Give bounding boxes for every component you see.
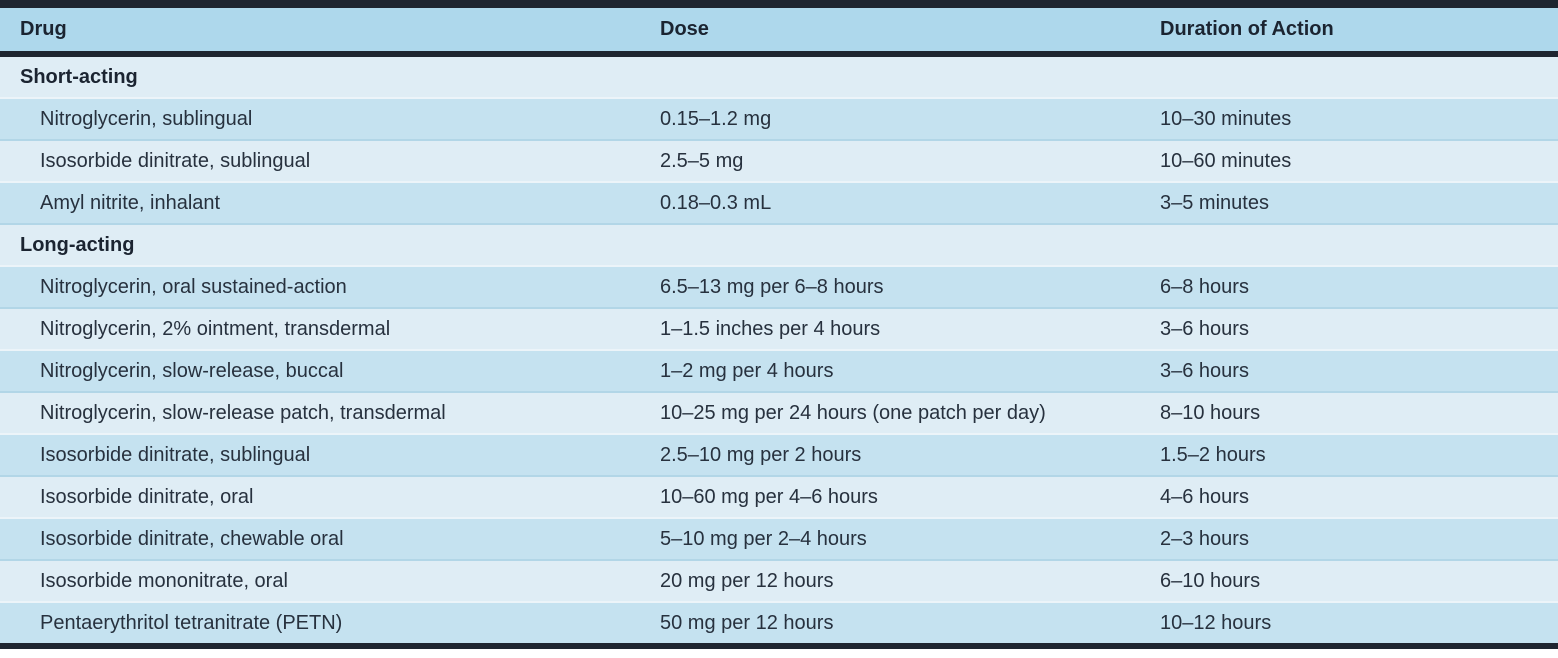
table-header: Drug Dose Duration of Action	[0, 4, 1558, 57]
table-row: Nitroglycerin, 2% ointment, transdermal 1…	[0, 308, 1558, 351]
section-label: Long-acting	[0, 224, 1558, 267]
drug-cell: Pentaerythritol tetranitrate (PETN)	[0, 602, 648, 646]
table-row: Isosorbide dinitrate, sublingual 2.5–10 m…	[0, 434, 1558, 477]
duration-cell: 8–10 hours	[1148, 392, 1558, 435]
duration-cell: 10–30 minutes	[1148, 98, 1558, 141]
drug-cell: Isosorbide mononitrate, oral	[0, 560, 648, 603]
section-row: Short-acting	[0, 54, 1558, 99]
drug-cell: Isosorbide dinitrate, oral	[0, 476, 648, 519]
duration-cell: 3–5 minutes	[1148, 182, 1558, 225]
section-label: Short-acting	[0, 54, 1558, 99]
duration-cell: 2–3 hours	[1148, 518, 1558, 561]
section-row: Long-acting	[0, 224, 1558, 267]
duration-cell: 1.5–2 hours	[1148, 434, 1558, 477]
drug-cell: Nitroglycerin, oral sustained-action	[0, 266, 648, 309]
drug-cell: Amyl nitrite, inhalant	[0, 182, 648, 225]
table-row: Nitroglycerin, sublingual 0.15–1.2 mg 10–3…	[0, 98, 1558, 141]
drug-cell: Nitroglycerin, 2% ointment, transdermal	[0, 308, 648, 351]
table-row: Pentaerythritol tetranitrate (PETN) 50 mg…	[0, 602, 1558, 646]
dose-cell: 10–25 mg per 24 hours (one patch per day…	[648, 392, 1148, 435]
duration-cell: 6–10 hours	[1148, 560, 1558, 603]
header-row: Drug Dose Duration of Action	[0, 4, 1558, 57]
drug-cell: Nitroglycerin, slow-release patch, trans…	[0, 392, 648, 435]
drug-cell: Isosorbide dinitrate, sublingual	[0, 140, 648, 183]
dose-cell: 2.5–10 mg per 2 hours	[648, 434, 1148, 477]
dose-cell: 10–60 mg per 4–6 hours	[648, 476, 1148, 519]
table-row: Isosorbide mononitrate, oral 20 mg per 12…	[0, 560, 1558, 603]
duration-cell: 4–6 hours	[1148, 476, 1558, 519]
dose-cell: 1–2 mg per 4 hours	[648, 350, 1148, 393]
dose-cell: 2.5–5 mg	[648, 140, 1148, 183]
table-row: Nitroglycerin, oral sustained-action 6.5–…	[0, 266, 1558, 309]
dose-cell: 50 mg per 12 hours	[648, 602, 1148, 646]
drug-cell: Nitroglycerin, sublingual	[0, 98, 648, 141]
duration-cell: 6–8 hours	[1148, 266, 1558, 309]
duration-cell: 10–60 minutes	[1148, 140, 1558, 183]
column-header-drug: Drug	[0, 4, 648, 57]
table-row: Isosorbide dinitrate, sublingual 2.5–5 mg…	[0, 140, 1558, 183]
dose-cell: 6.5–13 mg per 6–8 hours	[648, 266, 1148, 309]
drug-cell: Isosorbide dinitrate, chewable oral	[0, 518, 648, 561]
table-row: Nitroglycerin, slow-release, buccal 1–2 m…	[0, 350, 1558, 393]
dose-cell: 0.15–1.2 mg	[648, 98, 1148, 141]
dose-cell: 5–10 mg per 2–4 hours	[648, 518, 1148, 561]
table-row: Amyl nitrite, inhalant 0.18–0.3 mL 3–5 min…	[0, 182, 1558, 225]
dose-cell: 1–1.5 inches per 4 hours	[648, 308, 1148, 351]
table-body: Short-acting Nitroglycerin, sublingual 0.1…	[0, 54, 1558, 646]
drug-cell: Nitroglycerin, slow-release, buccal	[0, 350, 648, 393]
table-row: Nitroglycerin, slow-release patch, trans…	[0, 392, 1558, 435]
column-header-dose: Dose	[648, 4, 1148, 57]
dose-cell: 20 mg per 12 hours	[648, 560, 1148, 603]
column-header-duration: Duration of Action	[1148, 4, 1558, 57]
drug-cell: Isosorbide dinitrate, sublingual	[0, 434, 648, 477]
dose-cell: 0.18–0.3 mL	[648, 182, 1148, 225]
duration-cell: 3–6 hours	[1148, 308, 1558, 351]
table-row: Isosorbide dinitrate, oral 10–60 mg per 4…	[0, 476, 1558, 519]
duration-cell: 3–6 hours	[1148, 350, 1558, 393]
duration-cell: 10–12 hours	[1148, 602, 1558, 646]
table-row: Isosorbide dinitrate, chewable oral 5–10 …	[0, 518, 1558, 561]
